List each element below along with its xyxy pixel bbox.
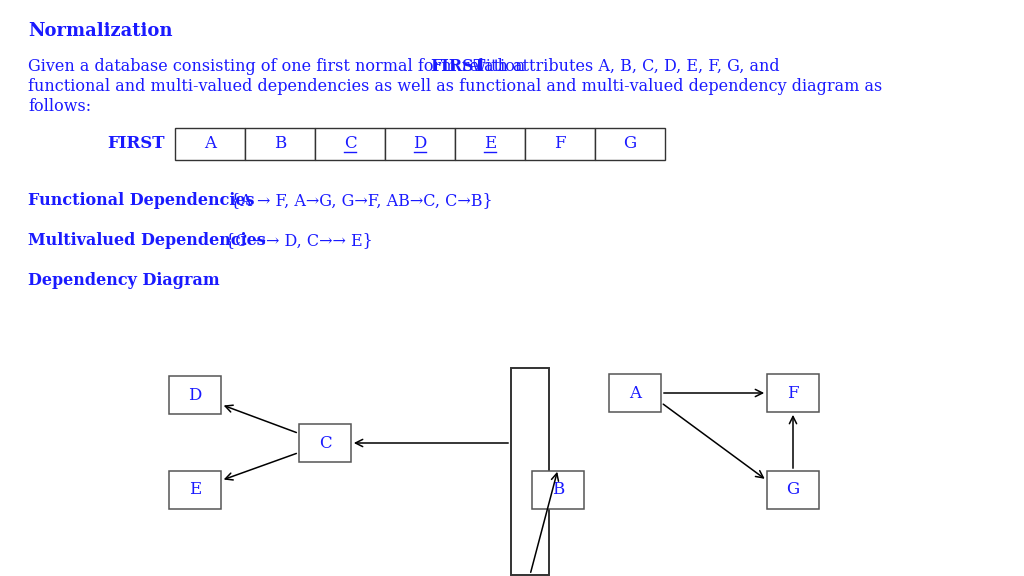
Bar [169, 376, 221, 414]
Bar [767, 471, 819, 509]
Text: D: D [188, 386, 202, 404]
Text: F: F [787, 385, 799, 401]
Text: FIRST: FIRST [108, 135, 165, 153]
Bar [245, 128, 315, 160]
Bar [511, 368, 549, 575]
Text: E: E [484, 135, 496, 153]
Bar [175, 128, 245, 160]
Bar [299, 424, 351, 462]
Text: A: A [204, 135, 216, 153]
Text: {C →→ D, C→→ E}: {C →→ D, C→→ E} [220, 232, 373, 249]
Text: Dependency Diagram: Dependency Diagram [28, 272, 219, 289]
Text: A: A [629, 385, 641, 401]
Bar [525, 128, 595, 160]
Text: FIRST: FIRST [430, 58, 485, 75]
Text: D: D [414, 135, 427, 153]
Text: G: G [624, 135, 637, 153]
Text: B: B [273, 135, 286, 153]
Text: F: F [554, 135, 566, 153]
Text: B: B [552, 482, 564, 498]
Bar [455, 128, 525, 160]
Bar [595, 128, 665, 160]
Text: E: E [188, 482, 201, 498]
Text: G: G [786, 482, 800, 498]
Text: with attributes A, B, C, D, E, F, G, and: with attributes A, B, C, D, E, F, G, and [467, 58, 779, 75]
Text: C: C [318, 434, 332, 452]
Bar [609, 374, 662, 412]
Text: Multivalued Dependencies: Multivalued Dependencies [28, 232, 266, 249]
Bar [169, 471, 221, 509]
Text: Normalization: Normalization [28, 22, 172, 40]
Bar [532, 471, 584, 509]
Bar [767, 374, 819, 412]
Text: functional and multi-valued dependencies as well as functional and multi-valued : functional and multi-valued dependencies… [28, 78, 883, 95]
Text: Functional Dependencies: Functional Dependencies [28, 192, 255, 209]
Text: {A → F, A→G, G→F, AB→C, C→B}: {A → F, A→G, G→F, AB→C, C→B} [220, 192, 493, 209]
Bar [385, 128, 455, 160]
Text: follows:: follows: [28, 98, 91, 115]
Bar [315, 128, 385, 160]
Text: C: C [344, 135, 356, 153]
Text: Given a database consisting of one first normal form relation: Given a database consisting of one first… [28, 58, 530, 75]
